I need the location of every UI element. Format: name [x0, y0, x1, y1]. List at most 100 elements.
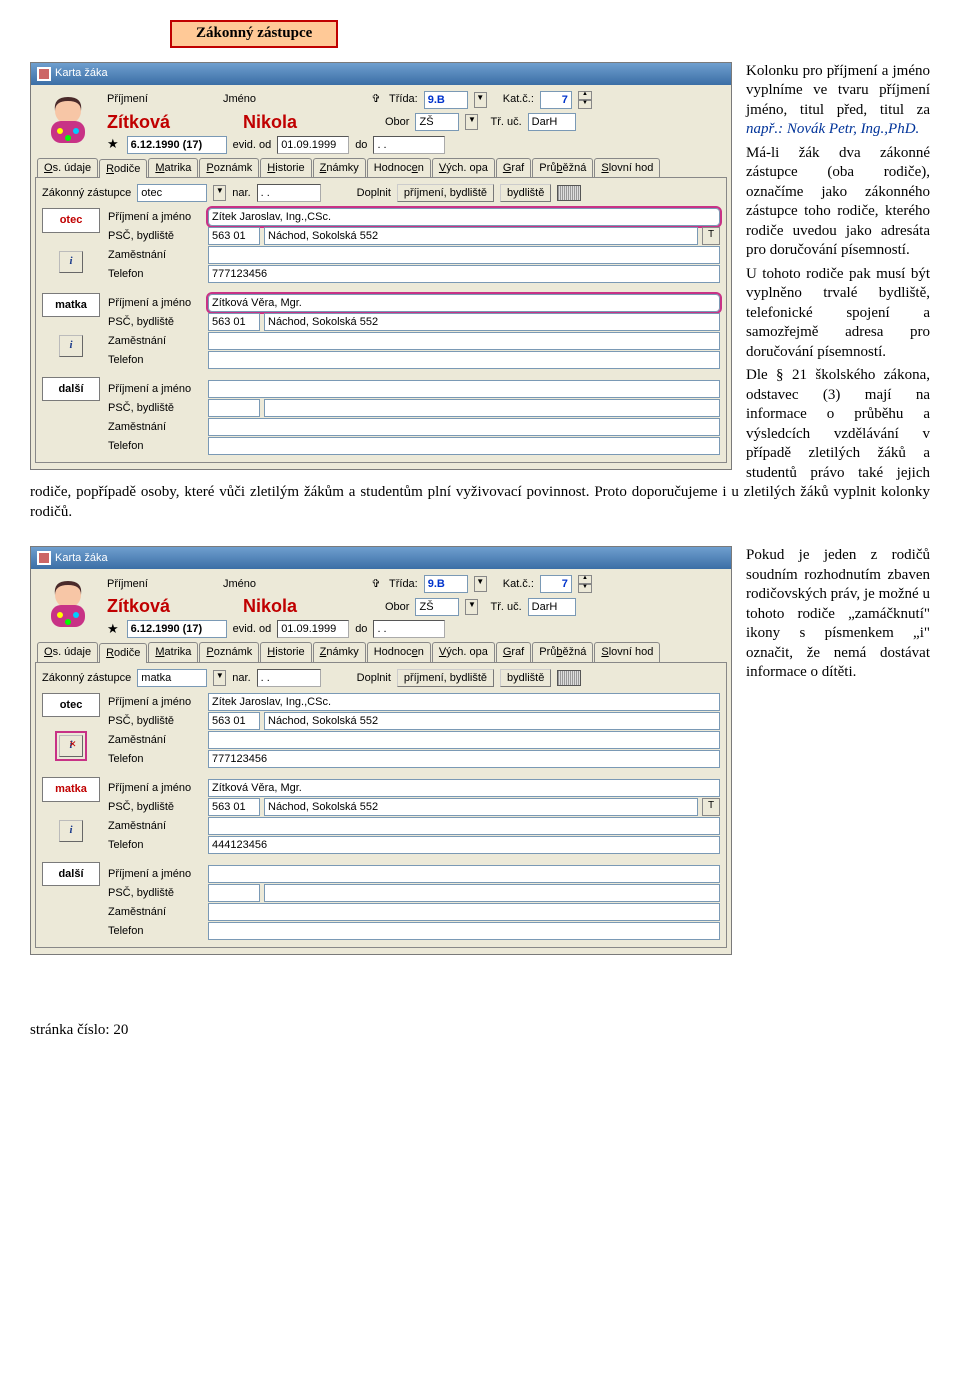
field-otec-tel[interactable]: 777123456 [208, 750, 720, 768]
parent-dalsi[interactable]: další [42, 862, 100, 886]
t-button[interactable]: T [702, 227, 720, 245]
tab-graf[interactable]: Graf [496, 642, 531, 661]
tab-slovni[interactable]: Slovní hod [594, 642, 660, 661]
field-obor[interactable]: ZŠ [415, 113, 459, 131]
field-matka-jmeno[interactable]: Zítková Věra, Mgr. [208, 294, 720, 312]
tab-historie[interactable]: Historie [260, 158, 311, 177]
field-dalsi-psc[interactable] [208, 399, 260, 417]
field-nar[interactable]: . . [257, 669, 321, 687]
field-evidod[interactable]: 01.09.1999 [277, 620, 349, 638]
tab-rodice[interactable]: Rodiče [99, 643, 147, 662]
tab-osudaje[interactable]: Os. údaje [37, 642, 98, 661]
field-matka-tel[interactable]: 444123456 [208, 836, 720, 854]
tab-historie[interactable]: Historie [260, 642, 311, 661]
field-katc[interactable]: 7 [540, 91, 572, 109]
tab-poznamk[interactable]: Poznámk [199, 158, 259, 177]
field-matka-jmeno[interactable]: Zítková Věra, Mgr. [208, 779, 720, 797]
field-otec-jmeno[interactable]: Zítek Jaroslav, Ing.,CSc. [208, 693, 720, 711]
field-otec-byd[interactable]: Náchod, Sokolská 552 [264, 227, 698, 245]
tab-rodice[interactable]: Rodiče [99, 159, 147, 178]
tabs: Os. údaje Rodiče Matrika Poznámk Histori… [31, 642, 731, 661]
field-do[interactable]: . . [373, 136, 445, 154]
field-dalsi-zam[interactable] [208, 418, 720, 436]
label-katc: Kat.č.: [503, 92, 534, 106]
parent-matka[interactable]: matka [42, 777, 100, 801]
field-truc[interactable]: DarH [528, 113, 576, 131]
field-zz[interactable]: otec [137, 184, 207, 202]
tab-graf[interactable]: Graf [496, 158, 531, 177]
field-dalsi-tel[interactable] [208, 437, 720, 455]
tab-prubezna[interactable]: Průběžná [532, 158, 593, 177]
tab-prubezna[interactable]: Průběžná [532, 642, 593, 661]
label: Zaměstnání [108, 733, 204, 747]
field-matka-zam[interactable] [208, 332, 720, 350]
tab-vychopa[interactable]: Vých. opa [432, 642, 495, 661]
tab-matrika[interactable]: Matrika [148, 642, 198, 661]
tab-matrika[interactable]: Matrika [148, 158, 198, 177]
label: Telefon [108, 267, 204, 281]
field-otec-tel[interactable]: 777123456 [208, 265, 720, 283]
tab-vychopa[interactable]: Vých. opa [432, 158, 495, 177]
keyboard-icon[interactable] [557, 185, 581, 201]
tab-osudaje[interactable]: OOs. údajes. údaje [37, 158, 98, 177]
field-truc[interactable]: DarH [528, 598, 576, 616]
field-obor[interactable]: ZŠ [415, 598, 459, 616]
label: PSČ, bydliště [108, 714, 204, 728]
info-button-matka[interactable]: i [59, 820, 83, 842]
tab-znamky[interactable]: Známky [313, 158, 366, 177]
tab-znamky[interactable]: Známky [313, 642, 366, 661]
field-matka-byd[interactable]: Náchod, Sokolská 552 [264, 313, 720, 331]
btn-bydliste[interactable]: bydliště [500, 184, 551, 202]
field-otec-zam[interactable] [208, 731, 720, 749]
field-dalsi-byd[interactable] [264, 884, 720, 902]
field-trida[interactable]: 9.B [424, 575, 468, 593]
label-doplnit: Doplnit [357, 186, 391, 200]
parent-otec[interactable]: otec [42, 693, 100, 717]
label-zz: Zákonný zástupce [42, 186, 131, 200]
field-zz[interactable]: matka [137, 669, 207, 687]
tab-poznamk[interactable]: Poznámk [199, 642, 259, 661]
field-matka-zam[interactable] [208, 817, 720, 835]
label-katc: Kat.č.: [503, 577, 534, 591]
keyboard-icon[interactable] [557, 670, 581, 686]
label: PSČ, bydliště [108, 315, 204, 329]
label: Telefon [108, 752, 204, 766]
tab-hodnoceni[interactable]: Hodnocen [367, 642, 431, 661]
field-otec-psc[interactable]: 563 01 [208, 712, 260, 730]
t-button[interactable]: T [702, 798, 720, 816]
field-dalsi-zam[interactable] [208, 903, 720, 921]
field-trida[interactable]: 9.B [424, 91, 468, 109]
btn-prijm-byd[interactable]: příjmení, bydliště [397, 669, 494, 687]
field-katc[interactable]: 7 [540, 575, 572, 593]
field-otec-jmeno[interactable]: Zítek Jaroslav, Ing.,CSc. [208, 208, 720, 226]
katc-spinner[interactable]: ▲▼ [578, 91, 592, 109]
field-dalsi-byd[interactable] [264, 399, 720, 417]
field-otec-byd[interactable]: Náchod, Sokolská 552 [264, 712, 720, 730]
field-nar[interactable]: . . [257, 184, 321, 202]
tab-slovni[interactable]: Slovní hod [594, 158, 660, 177]
field-matka-byd[interactable]: Náchod, Sokolská 552 [264, 798, 698, 816]
field-dalsi-jmeno[interactable] [208, 380, 720, 398]
field-do[interactable]: . . [373, 620, 445, 638]
field-otec-psc[interactable]: 563 01 [208, 227, 260, 245]
btn-bydliste[interactable]: bydliště [500, 669, 551, 687]
field-matka-psc[interactable]: 563 01 [208, 313, 260, 331]
field-otec-zam[interactable] [208, 246, 720, 264]
katc-spinner[interactable]: ▲▼ [578, 575, 592, 593]
label-truc: Tř. uč. [490, 600, 521, 614]
btn-prijm-byd[interactable]: příjmení, bydliště [397, 184, 494, 202]
info-button-otec[interactable]: i [59, 251, 83, 273]
info-button-matka[interactable]: i [59, 335, 83, 357]
value-jmeno: Nikola [243, 595, 353, 618]
parent-matka[interactable]: matka [42, 293, 100, 317]
field-matka-tel[interactable] [208, 351, 720, 369]
field-matka-psc[interactable]: 563 01 [208, 798, 260, 816]
tab-hodnoceni[interactable]: Hodnocen [367, 158, 431, 177]
field-dalsi-tel[interactable] [208, 922, 720, 940]
info-button-otec-disabled[interactable]: i [59, 735, 83, 757]
field-dalsi-psc[interactable] [208, 884, 260, 902]
parent-dalsi[interactable]: další [42, 377, 100, 401]
parent-otec[interactable]: otec [42, 208, 100, 232]
field-evidod[interactable]: 01.09.1999 [277, 136, 349, 154]
field-dalsi-jmeno[interactable] [208, 865, 720, 883]
